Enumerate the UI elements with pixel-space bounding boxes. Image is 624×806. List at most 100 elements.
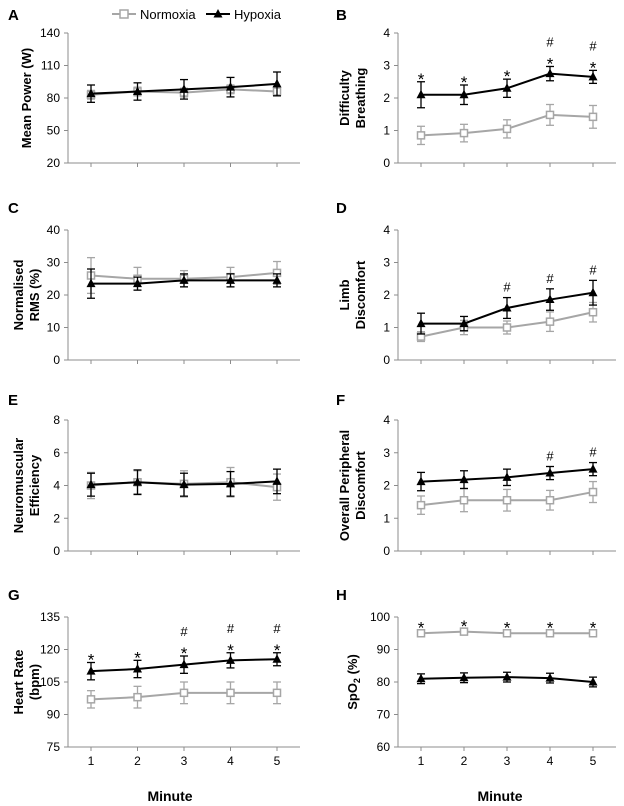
panel-e-hypoxia-point	[86, 479, 96, 489]
panel-d-ylabel-line: Limb	[337, 279, 352, 310]
panel-g-x-tick-label: 1	[88, 754, 95, 768]
panel-g-normoxia-point	[226, 688, 235, 698]
panel-f-hash-annotation: #	[546, 449, 554, 464]
panel-a-hypoxia-point	[86, 88, 96, 98]
panel-h-hypoxia-point	[459, 672, 469, 682]
panel-d-hash-annotation: #	[589, 262, 597, 277]
panel-e-y-tick-label: 8	[53, 413, 60, 427]
panel-e-ylabel-line: Neuromuscular	[11, 438, 26, 533]
panel-a: A Mean Power (W) 20 50 80 110 140	[8, 7, 300, 170]
panel-f: F Overall Peripheral Discomfort 0 1 2 3 4 # #	[336, 392, 616, 558]
panel-b-normoxia-point	[588, 112, 598, 122]
panel-b-normoxia-point	[459, 128, 469, 138]
panel-g-x-tick-label: 4	[227, 754, 234, 768]
panel-d-letter: D	[336, 200, 347, 217]
panel-h-normoxia-point	[588, 629, 598, 638]
panel-f-hypoxia-point	[502, 472, 512, 481]
panel-g-normoxia-point	[179, 688, 189, 698]
panel-d-hypoxia-point	[502, 303, 512, 312]
panel-b-y-tick-label: 1	[383, 124, 390, 138]
panel-b-asterisk-annotation: *	[418, 70, 425, 89]
panel-e-y-tick-label: 0	[53, 544, 60, 558]
panel-c-ylabel-line: Normalised	[11, 260, 26, 331]
legend-normoxia-label: Normoxia	[140, 7, 196, 22]
panel-e-y-tick-label: 6	[53, 446, 60, 460]
panel-c-y-tick-label: 30	[47, 256, 61, 270]
panel-h-hypoxia-point	[416, 673, 426, 683]
panel-g-normoxia-point	[133, 692, 142, 702]
panel-h-y-tick-label: 100	[370, 610, 390, 624]
panel-g-ylabel-line: (bpm)	[27, 664, 42, 700]
panel-d-normoxia-point	[545, 317, 555, 326]
panel-g-hypoxia-point	[272, 654, 282, 663]
panel-b-y-tick-label: 4	[383, 26, 390, 40]
panel-a-hypoxia-point	[272, 78, 282, 88]
panel-h-hypoxia-point	[502, 672, 512, 681]
panel-f-normoxia-point	[459, 495, 469, 505]
panel-g-hash-annotation: #	[180, 624, 188, 639]
panel-d-hash-annotation: #	[546, 271, 554, 286]
panel-g-x-tick-label: 2	[134, 754, 141, 768]
panel-g-asterisk-annotation: *	[181, 644, 188, 663]
panel-g-normoxia-point	[272, 688, 282, 698]
legend-normoxia-marker	[119, 9, 129, 19]
panel-g-normoxia-point	[86, 695, 96, 704]
panel-b-asterisk-annotation: *	[504, 67, 511, 86]
panel-f-letter: F	[336, 392, 345, 409]
panel-b-ylabel-line: Breathing	[353, 68, 368, 129]
panel-f-y-tick-label: 4	[383, 413, 390, 427]
panel-g-hypoxia-point	[86, 666, 96, 675]
panel-f-hypoxia-point	[416, 476, 426, 486]
panel-h-hypoxia-point	[588, 677, 598, 686]
panel-g: G Heart Rate (bpm) 75 90 105 120 135 1 2 3 4 5 * * # * # *…	[8, 587, 300, 768]
panel-f-ylabel-line: Overall Peripheral	[337, 430, 352, 541]
panel-e-y-tick-label: 4	[53, 479, 60, 493]
panel-d-hypoxia-point	[459, 318, 469, 328]
panel-g-y-tick-label: 75	[47, 740, 61, 754]
panel-g-x-tick-label: 5	[274, 754, 281, 768]
panel-g-hypoxia-point	[133, 664, 142, 673]
panel-a-y-tick-label: 80	[47, 91, 61, 105]
x-axis-title-right: Minute	[477, 788, 522, 804]
panel-d-y-tick-label: 0	[383, 353, 390, 367]
panel-h-ylabel-line: SpO2 (%)	[345, 654, 362, 710]
panel-a-hypoxia-point	[133, 86, 142, 95]
panel-g-hypoxia-point	[226, 655, 235, 664]
panel-h-asterisk-annotation: *	[504, 619, 511, 638]
panel-g-asterisk-annotation: *	[134, 648, 141, 667]
panel-c-hypoxia-point	[226, 275, 235, 284]
panel-c-letter: C	[8, 200, 19, 217]
panel-e-hypoxia-point	[226, 478, 235, 488]
panel-h-normoxia-point	[416, 629, 426, 638]
panel-b-hypoxia-point	[588, 71, 598, 81]
panel-b-y-tick-label: 3	[383, 59, 390, 73]
panel-b-normoxia-point	[416, 131, 426, 140]
panel-h-x-tick-label: 3	[504, 754, 511, 768]
panel-d-hypoxia-point	[545, 294, 555, 304]
panel-g-y-tick-label: 90	[47, 708, 61, 722]
panel-f-hypoxia-point	[588, 464, 598, 473]
panel-g-asterisk-annotation: *	[274, 641, 281, 660]
panel-a-letter: A	[8, 7, 19, 24]
panel-f-normoxia-point	[545, 495, 555, 505]
panel-h-y-tick-label: 90	[377, 643, 391, 657]
panel-c-ylabel-line: RMS (%)	[27, 269, 42, 322]
panel-f-normoxia-point	[502, 495, 512, 505]
panel-d-normoxia-point	[588, 307, 598, 317]
panel-c-hypoxia-point	[86, 278, 96, 288]
panel-e-y-tick-label: 2	[53, 511, 60, 525]
panel-h-asterisk-annotation: *	[547, 619, 554, 638]
panel-d-hypoxia-point	[588, 287, 598, 297]
legend-hypoxia-label: Hypoxia	[234, 7, 282, 22]
panel-f-hash-annotation: #	[589, 445, 597, 460]
x-axis-title-left: Minute	[147, 788, 192, 804]
panel-d-y-tick-label: 2	[383, 288, 390, 302]
panel-e-hypoxia-point	[133, 477, 142, 486]
panel-e-ylabel-line: Efficiency	[27, 454, 42, 516]
panel-a-y-tick-label: 50	[47, 124, 61, 138]
legend: Normoxia Hypoxia	[112, 7, 282, 22]
panel-b-y-tick-label: 2	[383, 91, 390, 105]
panel-h-normoxia-point	[459, 627, 469, 636]
panel-f-hypoxia-point	[545, 468, 555, 477]
